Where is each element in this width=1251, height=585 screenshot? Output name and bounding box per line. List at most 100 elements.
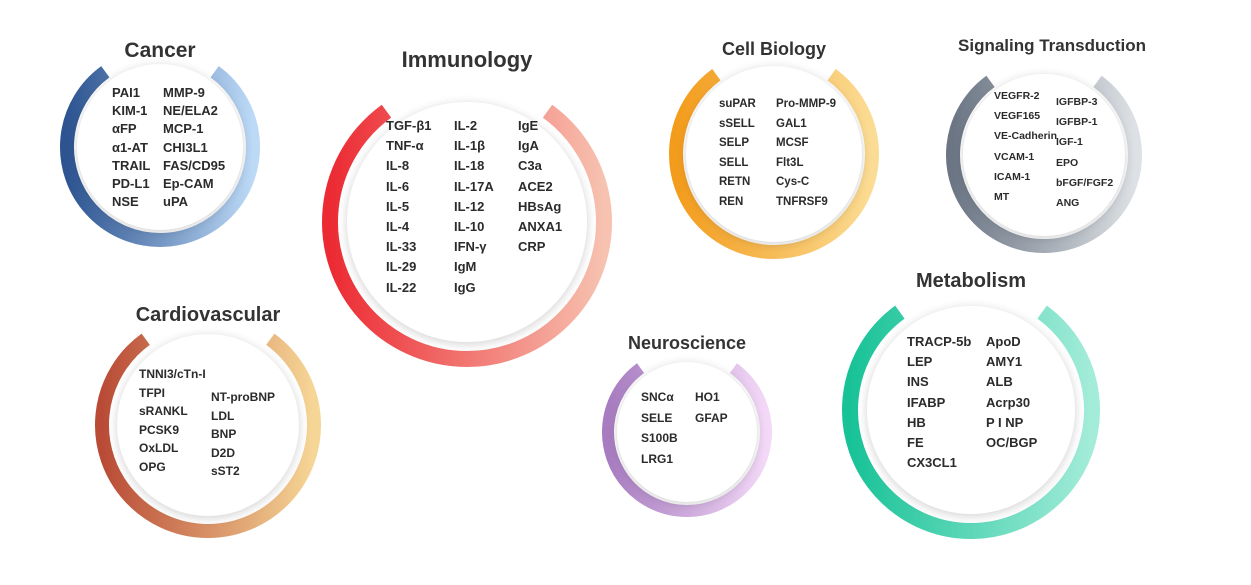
category-title: Signaling Transduction	[958, 36, 1146, 55]
analyte-label: TNF-α	[386, 138, 424, 154]
analyte-label: PD-L1	[112, 176, 150, 192]
analyte-column: Pro-MMP-9 GAL1 MCSF Flt3L Cys-C TNFRSF9	[776, 95, 836, 213]
analyte-label: sRANKL	[139, 404, 188, 418]
analyte-label: NSE	[112, 194, 139, 210]
analyte-label: VCAM-1	[994, 150, 1035, 163]
analyte-column: ApoD AMY1 ALB Acrp30 P I NP OC/BGP	[986, 332, 1037, 453]
analyte-label: IL-18	[454, 158, 485, 174]
analyte-label: S100B	[641, 431, 678, 445]
analyte-label: Acrp30	[986, 394, 1031, 410]
analyte-label: VE-Cadherin	[994, 130, 1058, 143]
category-arc	[946, 75, 1142, 253]
analyte-label: IL-33	[386, 239, 417, 255]
analyte-label: IFN-γ	[454, 239, 487, 255]
analyte-label: INS	[907, 374, 929, 390]
category-disc	[867, 306, 1075, 514]
category-arc	[95, 333, 321, 538]
analyte-column: MMP-9 NE/ELA2 MCP-1 CHI3L1 FAS/CD95 Ep-CAM uPA	[163, 84, 225, 211]
analyte-label: Flt3L	[776, 156, 804, 169]
analyte-label: CHI3L1	[163, 139, 208, 155]
analyte-label: IL-8	[386, 158, 410, 174]
analyte-column: TNNI3/cTn-I TFPI sRANKL PCSK9 OxLDL OPG	[139, 365, 206, 476]
analyte-label: MT	[994, 191, 1010, 204]
analyte-label: MCSF	[776, 137, 809, 150]
analyte-label: ANXA1	[518, 219, 563, 235]
category-title: Cancer	[124, 39, 196, 62]
analyte-column: TRACP-5b LEP INS IFABP HB FE CX3CL1	[907, 332, 971, 473]
analyte-label: Ep-CAM	[163, 176, 214, 192]
analyte-label: IL-5	[386, 198, 410, 214]
analyte-label: TFPI	[139, 385, 165, 400]
analyte-label: TNFRSF9	[776, 195, 828, 208]
analyte-label: IgM	[454, 259, 477, 275]
analyte-label: IL-6	[386, 178, 410, 194]
analyte-label: SELL	[719, 156, 749, 169]
analyte-label: IL-1β	[454, 138, 486, 154]
analyte-label: D2D	[211, 445, 236, 460]
category-title: Immunology	[401, 47, 533, 72]
analyte-label: TNNI3/cTn-I	[139, 367, 206, 381]
analyte-label: GAL1	[776, 117, 807, 130]
analyte-label: PCSK9	[139, 422, 180, 437]
analyte-label: FE	[907, 435, 924, 451]
analyte-label: IGFBP-1	[1056, 116, 1098, 129]
analyte-label: ICAM-1	[994, 170, 1031, 183]
analyte-label: IL-10	[454, 219, 485, 235]
analyte-column: IGFBP-3 IGFBP-1 IGF-1 EPO bFGF/FGF2 ANG	[1056, 92, 1113, 213]
category-title: Cardiovascular	[135, 304, 281, 326]
analyte-label: PAI1	[112, 85, 140, 100]
analyte-label: IL-17A	[454, 178, 494, 194]
analyte-label: IgA	[518, 138, 539, 154]
analyte-label: ACE2	[518, 178, 553, 194]
analyte-label: ALB	[986, 374, 1013, 390]
analyte-label: αFP	[112, 121, 137, 137]
analyte-label: SELP	[719, 137, 750, 150]
analyte-label: OxLDL	[139, 441, 179, 455]
category-title: Metabolism	[915, 270, 1027, 292]
analyte-label: FAS/CD95	[163, 157, 226, 173]
analyte-label: IL-12	[454, 198, 485, 214]
analyte-label: sSELL	[719, 117, 755, 130]
analyte-label: bFGF/FGF2	[1056, 176, 1114, 189]
analyte-label: CX3CL1	[907, 455, 957, 471]
analyte-label: IgG	[454, 279, 476, 295]
analyte-label: NT-proBNP	[211, 390, 275, 404]
category-disc	[347, 102, 587, 342]
analyte-label: sST2	[211, 464, 240, 478]
analyte-label: REN	[719, 195, 744, 208]
analyte-label: AMY1	[986, 354, 1023, 370]
analyte-label: MCP-1	[163, 121, 204, 137]
analyte-label: P I NP	[986, 414, 1024, 430]
analyte-label: LEP	[907, 354, 933, 370]
analyte-label: TRAIL	[112, 157, 151, 173]
category-disc	[963, 74, 1125, 236]
analyte-label: TGF-β1	[386, 118, 432, 133]
analyte-label: VEGF165	[994, 110, 1041, 123]
analyte-label: KIM-1	[112, 103, 148, 119]
analyte-label: ApoD	[986, 334, 1021, 349]
analyte-label: BNP	[211, 427, 237, 441]
category-arc	[669, 69, 879, 259]
analyte-label: Pro-MMP-9	[776, 98, 837, 110]
analyte-label: GFAP	[695, 410, 728, 425]
category-disc	[617, 362, 757, 502]
category-title: Cell Biology	[721, 39, 827, 59]
analyte-label: RETN	[719, 176, 751, 189]
analyte-label: LRG1	[641, 451, 674, 466]
analyte-label: IL-4	[386, 219, 410, 235]
analyte-label: uPA	[163, 194, 189, 210]
category-arc	[322, 104, 612, 367]
analyte-column: HO1 GFAP	[695, 387, 728, 428]
analyte-label: VEGFR-2	[994, 90, 1040, 102]
analyte-column: TGF-β1 TNF-α IL-8 IL-6 IL-5 IL-4 IL-33 IL-29 IL-…	[386, 116, 432, 298]
category-arc	[602, 363, 772, 517]
analyte-label: α1-AT	[112, 139, 148, 155]
analyte-label: SNCα	[641, 390, 674, 404]
analyte-column: IgE IgA C3a ACE2 HBsAg ANXA1 CRP	[518, 116, 562, 257]
category-title: Neuroscience	[627, 333, 747, 353]
